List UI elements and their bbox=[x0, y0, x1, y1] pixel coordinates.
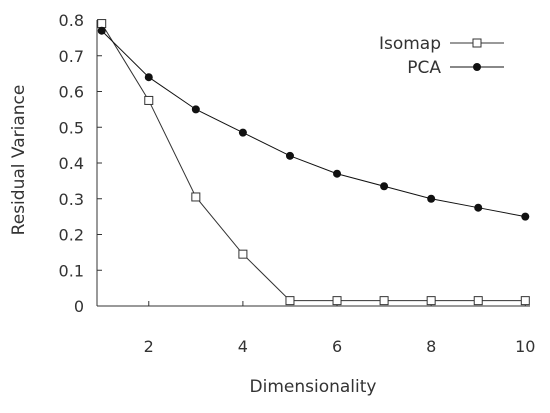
data-point-isomap bbox=[285, 296, 295, 306]
legend-marker-square bbox=[472, 38, 482, 48]
y-tick-label: 0.1 bbox=[59, 261, 84, 280]
data-point-pca bbox=[474, 203, 483, 212]
y-axis-label: Residual Variance bbox=[9, 85, 29, 236]
legend-label: Isomap bbox=[379, 34, 441, 54]
data-point-isomap bbox=[332, 296, 342, 306]
series-group bbox=[97, 19, 530, 306]
x-tick-label: 2 bbox=[144, 337, 154, 356]
data-point-isomap bbox=[191, 192, 201, 202]
axes: 0 0.1 0.2 0.3 0.4 0.5 0.6 0.7 0.8 2 4 6 8 10 bbox=[59, 11, 536, 356]
data-point-pca bbox=[238, 128, 247, 137]
y-tick-label: 0.3 bbox=[59, 190, 84, 209]
series-line-isomap bbox=[101, 23, 526, 302]
y-tick-label: 0 bbox=[74, 297, 84, 316]
data-point-isomap bbox=[520, 296, 530, 306]
data-point-isomap bbox=[97, 19, 107, 29]
y-tick-label: 0.8 bbox=[59, 11, 84, 30]
y-tick-label: 0.7 bbox=[59, 47, 84, 66]
y-tick-label: 0.4 bbox=[59, 154, 84, 173]
data-point-pca bbox=[427, 194, 436, 203]
legend-label: PCA bbox=[407, 58, 441, 78]
data-point-pca bbox=[285, 151, 294, 160]
x-axis-label: Dimensionality bbox=[250, 377, 377, 397]
data-point-isomap bbox=[144, 95, 154, 105]
data-point-pca bbox=[333, 169, 342, 178]
data-point-pca bbox=[97, 26, 106, 35]
data-point-pca bbox=[380, 182, 389, 191]
x-tick-label: 10 bbox=[515, 337, 535, 356]
y-tick-label: 0.6 bbox=[59, 83, 84, 102]
x-tick-label: 4 bbox=[238, 337, 248, 356]
data-point-pca bbox=[191, 105, 200, 114]
data-point-isomap bbox=[238, 249, 248, 259]
legend-marker-circle bbox=[473, 63, 481, 71]
y-tick-label: 0.2 bbox=[59, 226, 84, 245]
data-point-isomap bbox=[379, 296, 389, 306]
series-line-pca bbox=[101, 30, 526, 218]
y-tick-label: 0.5 bbox=[59, 118, 84, 137]
data-point-isomap bbox=[426, 296, 436, 306]
legend: Isomap PCA bbox=[379, 34, 504, 78]
x-tick-label: 8 bbox=[426, 337, 436, 356]
data-point-pca bbox=[521, 212, 530, 221]
x-tick-label: 6 bbox=[332, 337, 342, 356]
data-point-pca bbox=[144, 73, 153, 82]
data-point-isomap bbox=[473, 296, 483, 306]
